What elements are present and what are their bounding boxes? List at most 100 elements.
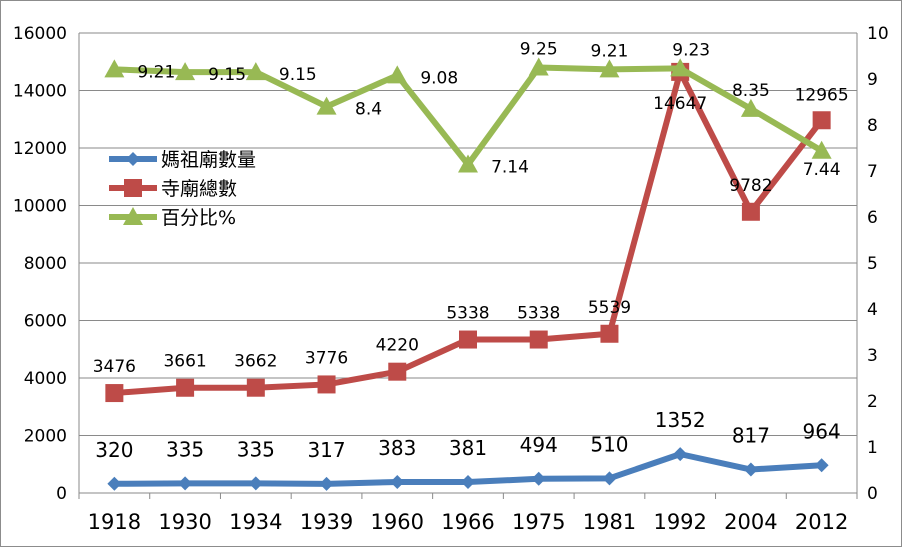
data-label: 3776 <box>305 348 348 368</box>
series-2-point <box>529 330 548 349</box>
right-tick-label: 1 <box>867 438 878 458</box>
data-label: 3476 <box>93 357 136 377</box>
series-2-point <box>741 202 760 221</box>
series-1-point <box>814 458 829 473</box>
series-1-point <box>531 471 546 486</box>
right-tick-label: 9 <box>867 70 878 90</box>
series-1-point <box>248 476 263 491</box>
series-1-point <box>390 474 405 489</box>
x-tick-label: 1975 <box>512 510 565 534</box>
data-label: 12965 <box>795 85 849 105</box>
grid-lines <box>79 32 857 436</box>
data-label: 317 <box>307 438 345 462</box>
data-label: 8.35 <box>732 81 770 101</box>
data-label: 964 <box>803 419 841 443</box>
legend-label: 媽祖廟數量 <box>161 149 256 171</box>
data-label: 3662 <box>234 352 277 372</box>
x-tick-label: 1992 <box>653 510 706 534</box>
data-label: 8.4 <box>355 100 382 120</box>
x-tick-label: 2004 <box>724 510 777 534</box>
series-3-point <box>670 58 691 77</box>
right-tick-label: 0 <box>867 484 878 504</box>
data-label: 7.44 <box>803 160 841 180</box>
series-3-point <box>599 59 620 78</box>
series-1-point <box>319 476 334 491</box>
data-label: 5338 <box>446 304 489 324</box>
left-tick-label: 10000 <box>13 197 67 217</box>
legend-marker <box>124 179 142 197</box>
data-label: 9.21 <box>591 41 629 61</box>
series-3-point <box>245 62 266 81</box>
series-3-point <box>175 62 196 81</box>
data-label: 335 <box>237 437 275 461</box>
x-tick-label: 2012 <box>795 510 848 534</box>
series-1-point <box>602 471 617 486</box>
left-tick-label: 8000 <box>24 254 67 274</box>
data-label: 9.15 <box>208 65 246 85</box>
series-2-point <box>317 375 336 394</box>
series-2-point <box>388 362 407 381</box>
series-1-point <box>107 476 122 491</box>
left-tick-label: 12000 <box>13 139 67 159</box>
series-1-point <box>461 475 475 490</box>
data-label: 9782 <box>729 176 772 196</box>
right-tick-label: 10 <box>867 24 889 44</box>
right-tick-label: 7 <box>867 162 878 182</box>
data-label: 383 <box>378 436 416 460</box>
data-label: 1352 <box>655 408 706 432</box>
legend-marker <box>126 152 140 166</box>
data-label: 817 <box>732 424 770 448</box>
data-label: 335 <box>166 437 204 461</box>
series-2-point <box>246 378 265 397</box>
series-3-point <box>811 140 832 159</box>
series-2-point <box>459 330 477 349</box>
series-2-point <box>105 384 124 403</box>
series-layer <box>104 57 832 491</box>
right-tick-label: 5 <box>867 254 878 274</box>
series-3-point <box>528 57 549 76</box>
data-label: 3661 <box>163 352 206 372</box>
data-label: 320 <box>95 438 133 462</box>
data-labels: 320 335 335 317 383 381 494 510 1352 817 964 3476 36… <box>93 40 849 462</box>
data-label: 9.21 <box>137 62 175 82</box>
left-tick-label: 16000 <box>13 24 67 44</box>
data-label: 9.08 <box>420 68 458 88</box>
legend-label: 百分比% <box>161 207 236 229</box>
series-1-point <box>673 447 688 462</box>
left-tick-label: 14000 <box>13 82 67 102</box>
data-label: 5539 <box>588 298 631 318</box>
x-tick-label: 1918 <box>88 510 141 534</box>
series-1-point <box>743 462 758 477</box>
legend-marker <box>123 207 143 225</box>
legend-label: 寺廟總數 <box>161 178 237 200</box>
series-3-point <box>740 98 761 117</box>
x-tick-label: 1960 <box>371 510 424 534</box>
right-tick-label: 4 <box>867 300 878 320</box>
data-label: 14647 <box>653 94 707 114</box>
data-label: 5338 <box>517 304 560 324</box>
left-tick-label: 4000 <box>24 369 67 389</box>
right-tick-label: 6 <box>867 208 878 228</box>
x-tick-label: 1934 <box>229 510 282 534</box>
right-tick-label: 8 <box>867 116 878 136</box>
data-label: 494 <box>520 433 558 457</box>
data-label: 7.14 <box>491 158 529 178</box>
x-tick-label: 1930 <box>158 510 211 534</box>
left-tick-label: 2000 <box>24 427 67 447</box>
x-tick-label: 1981 <box>583 510 636 534</box>
series-3-point <box>316 96 337 115</box>
data-label: 381 <box>449 436 487 460</box>
series-3-point <box>387 65 408 84</box>
series-2-point <box>812 111 831 130</box>
x-tick-label: 1966 <box>441 510 494 534</box>
data-label: 4220 <box>376 336 419 356</box>
axes: 0200040006000800010000120001400016000012… <box>13 24 889 534</box>
series-3-point <box>458 154 478 173</box>
data-label: 9.25 <box>520 40 558 60</box>
series-2-point <box>176 378 195 397</box>
series-1-point <box>178 476 193 491</box>
data-label: 9.15 <box>279 65 317 85</box>
